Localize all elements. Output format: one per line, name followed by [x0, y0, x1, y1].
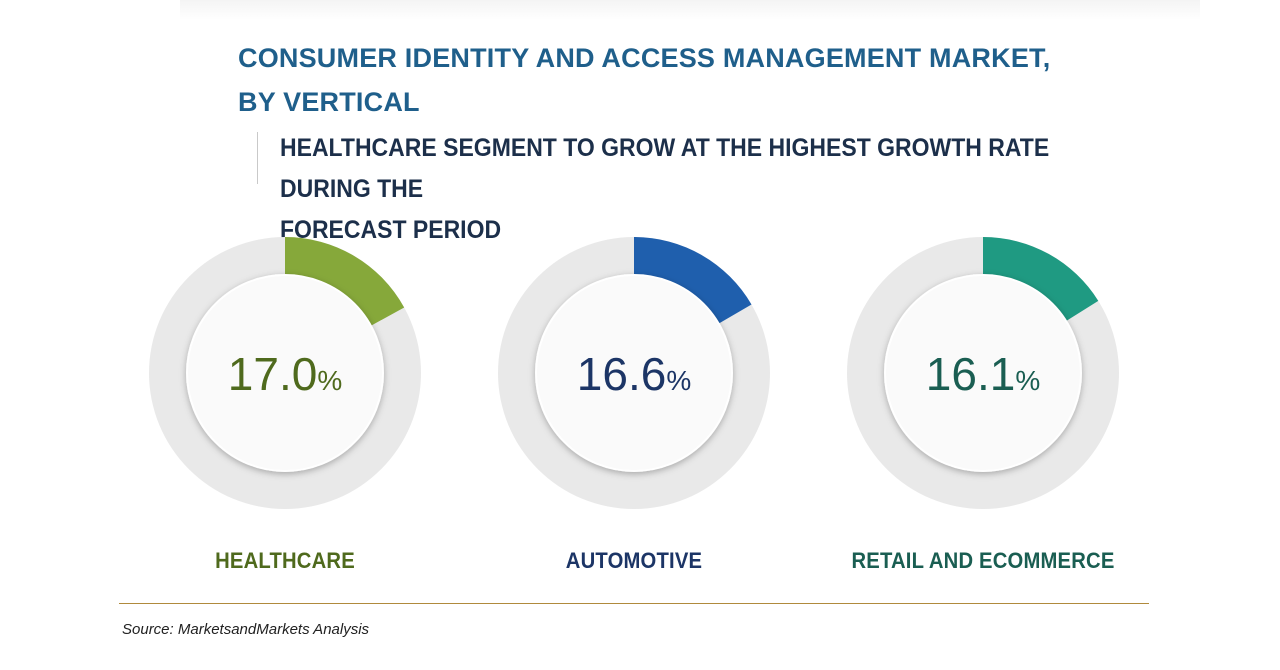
source-note: Source: MarketsandMarkets Analysis — [122, 621, 370, 638]
chart-title-line-2: BY VERTICAL — [238, 87, 420, 117]
category-label-healthcare: HEALTHCARE — [215, 548, 355, 573]
chart-title-line-1: CONSUMER IDENTITY AND ACCESS MANAGEMENT … — [238, 43, 1051, 73]
donut-center-retail-ecommerce — [884, 274, 1082, 472]
donut-center-automotive — [535, 274, 733, 472]
category-label-retail-ecommerce: RETAIL AND ECOMMERCE — [851, 548, 1115, 573]
donut-center-healthcare — [186, 274, 384, 472]
top-shade-band — [180, 0, 1200, 20]
value-label-retail-ecommerce: 16.1% — [926, 348, 1040, 400]
donut-segment-healthcare — [285, 237, 405, 327]
donut-segment-retail-ecommerce — [983, 237, 1099, 323]
chart-title: CONSUMER IDENTITY AND ACCESS MANAGEMENT … — [238, 36, 1050, 124]
chart-subtitle: HEALTHCARE SEGMENT TO GROW AT THE HIGHES… — [280, 128, 1108, 251]
donut-segment-automotive — [634, 237, 752, 325]
value-label-automotive: 16.6% — [577, 348, 691, 400]
category-label-automotive: AUTOMOTIVE — [565, 548, 703, 573]
subtitle-divider — [257, 132, 258, 184]
chart-subtitle-line-1: HEALTHCARE SEGMENT TO GROW AT THE HIGHES… — [280, 134, 1050, 203]
value-label-healthcare: 17.0% — [228, 348, 342, 400]
source-divider — [119, 603, 1149, 604]
chart-subtitle-line-2: FORECAST PERIOD — [280, 216, 502, 244]
